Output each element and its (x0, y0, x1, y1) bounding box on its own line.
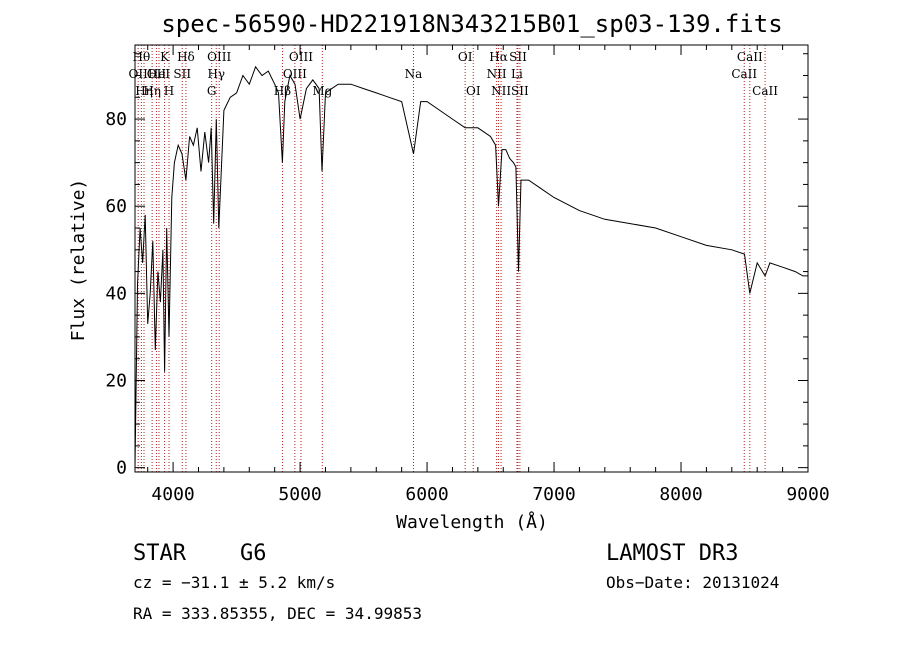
line-label-23: Li (511, 67, 523, 81)
line-label-22: NII (491, 84, 511, 98)
line-label-15: OIII (289, 50, 313, 64)
spectrum-series-line (134, 65, 808, 468)
object-subclass: G6 (240, 541, 267, 566)
object-type: STAR (133, 541, 187, 566)
x-tick-label: 9000 (786, 484, 829, 505)
line-label-25: SII (511, 84, 529, 98)
x-axis-label: Wavelength (Å) (396, 511, 548, 533)
line-label-14: OIII (283, 67, 307, 81)
line-label-17: Na (405, 67, 423, 81)
x-tick-label: 7000 (532, 484, 575, 505)
line-label-21: Hα (489, 50, 508, 64)
line-label-28: CaII (752, 84, 778, 98)
line-label-24: SII (509, 50, 527, 64)
y-tick-label: 80 (105, 109, 127, 130)
line-label-13: Hβ (274, 84, 291, 98)
line-label-3: Hη (143, 84, 161, 98)
line-label-9: Hδ (177, 50, 195, 64)
y-tick-label: 20 (105, 371, 127, 392)
redshift-text: cz = −31.1 ± 5.2 km/s (133, 573, 335, 592)
line-label-8: SII (173, 67, 191, 81)
line-label-27: CaII (737, 50, 763, 64)
line-label-6: K (160, 50, 170, 64)
x-axis-ticks: 4000 5000 6000 7000 8000 9000 (147, 45, 830, 505)
line-label-7: H (164, 84, 174, 98)
y-axis-ticks: 0 20 40 60 80 (105, 53, 808, 479)
spectral-line-labels: OIIHθHηHηOIIHeIKHSIIHδGHγOIIIHβOIIIOIIIM… (129, 50, 779, 98)
y-tick-label: 0 (116, 458, 127, 479)
line-label-19: OI (466, 84, 481, 98)
x-tick-label: 5000 (278, 484, 321, 505)
coords-text: RA = 333.85355, DEC = 34.99853 (133, 604, 422, 623)
chart-title: spec-56590-HD221918N343215B01_sp03-139.f… (161, 10, 782, 38)
spectral-line-markers (137, 45, 766, 472)
line-label-4: OII (147, 67, 167, 81)
line-label-12: OIII (207, 50, 231, 64)
x-tick-label: 8000 (659, 484, 702, 505)
line-label-5: HeI (148, 67, 171, 81)
x-tick-label: 4000 (151, 484, 194, 505)
y-axis-label: Flux (relative) (68, 179, 89, 342)
line-label-20: NII (487, 67, 507, 81)
line-label-18: OI (458, 50, 473, 64)
y-tick-label: 40 (105, 283, 127, 304)
line-label-11: Hγ (207, 67, 225, 81)
line-label-2: Hη (135, 84, 153, 98)
line-label-16: Mg (312, 84, 332, 98)
line-label-10: G (207, 84, 217, 98)
survey-name: LAMOST DR3 (606, 541, 738, 566)
line-label-0: OII (129, 67, 149, 81)
y-tick-label: 60 (105, 196, 127, 217)
x-tick-label: 6000 (405, 484, 448, 505)
obs-date-text: Obs−Date: 20131024 (606, 573, 779, 592)
plot-frame (134, 44, 809, 473)
line-label-26: CaII (731, 67, 757, 81)
